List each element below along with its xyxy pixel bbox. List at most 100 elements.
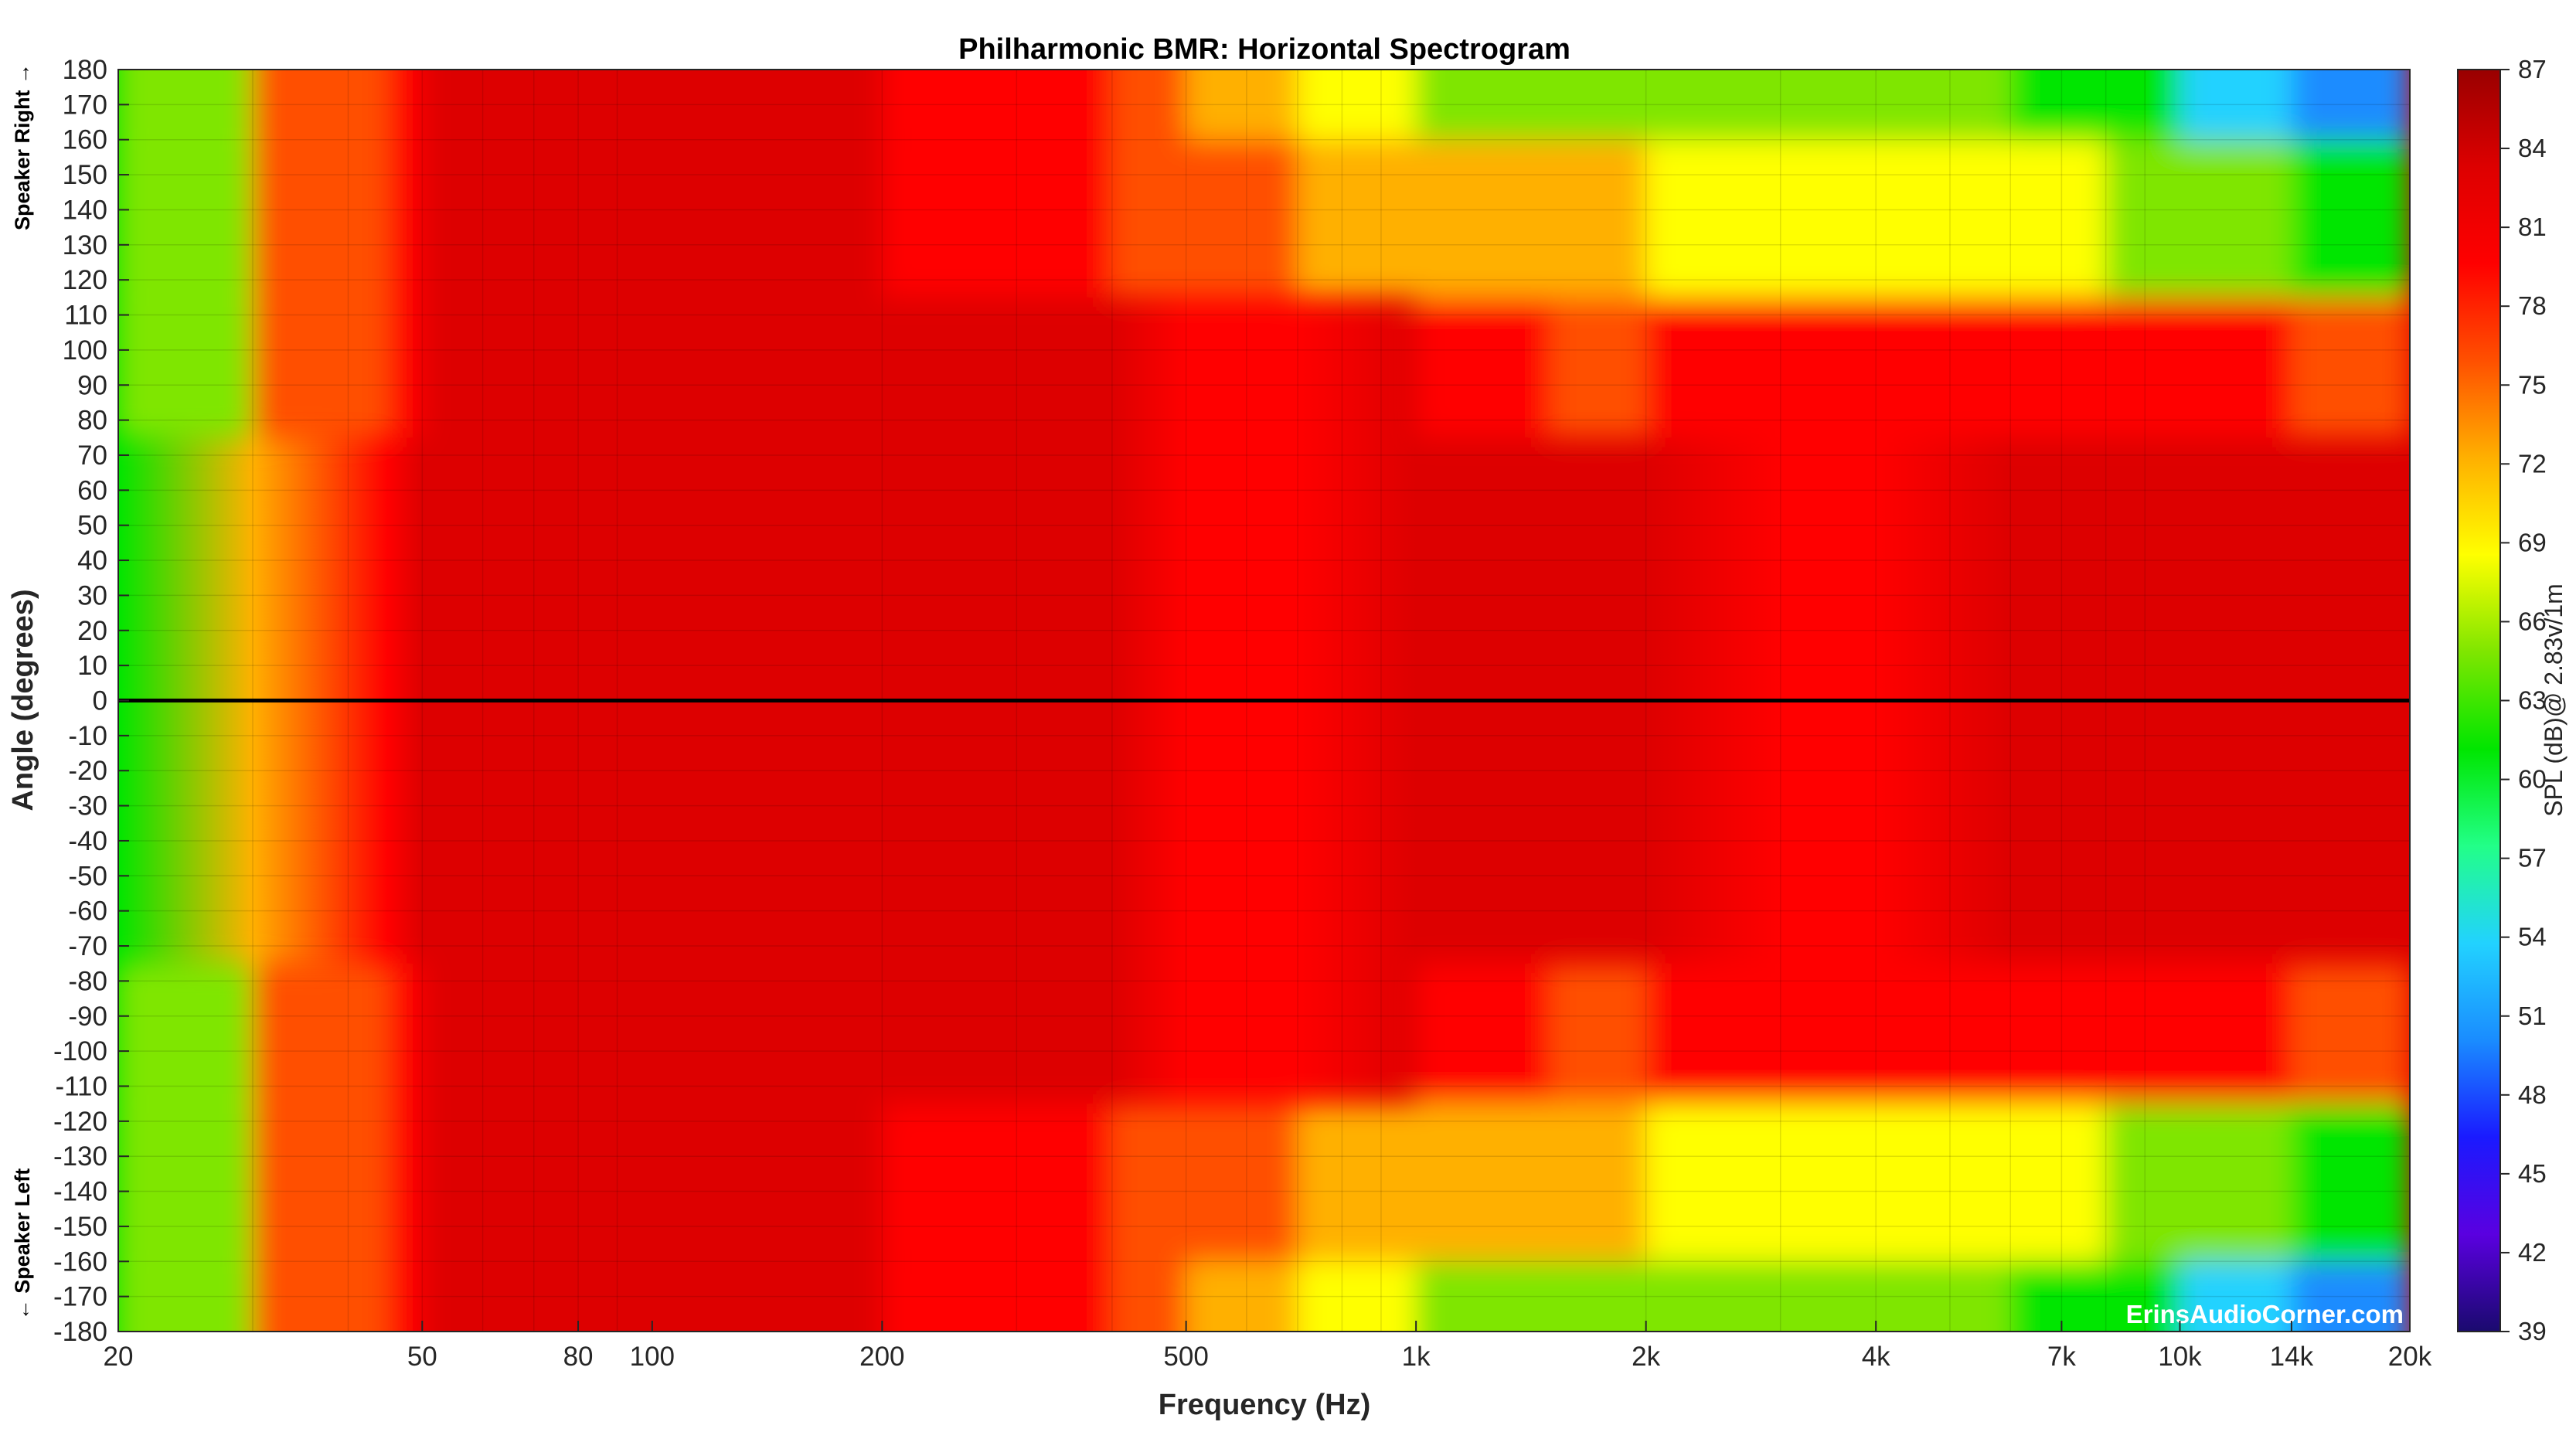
y-tick-label: -120 (53, 1107, 107, 1137)
colorbar-gradient (2457, 69, 2501, 1332)
heatmap-cell (1645, 1104, 1781, 1262)
heatmap-cell (1550, 1104, 1647, 1262)
heatmap-cell (1016, 70, 1113, 140)
colorbar-tick-label: 66 (2518, 607, 2547, 635)
colorbar-ticks: 87 84 81 78 75 72 69 66 63 60 57 54 51 48 45 42 39 (2500, 55, 2547, 1345)
heatmap-cell (1645, 297, 1781, 438)
watermark: ErinsAudioCorner.com (2126, 1300, 2404, 1328)
y-tick-label: -180 (53, 1317, 107, 1347)
y-tick-label: -160 (53, 1247, 107, 1277)
heatmap-cell (1186, 1104, 1299, 1262)
heatmap-cell (882, 70, 958, 140)
heatmap-cell (118, 1261, 254, 1332)
y-tick-label: 150 (63, 160, 107, 190)
heatmap-cell (1550, 1261, 1647, 1332)
x-tick-label: 7k (2047, 1342, 2076, 1372)
x-axis-label: Frequency (Hz) (1159, 1389, 1370, 1421)
heatmap-cell (882, 1104, 958, 1262)
heatmap-cell (2180, 139, 2292, 298)
y-tick-label: -80 (68, 966, 107, 996)
colorbar: 87 84 81 78 75 72 69 66 63 60 57 54 51 48 45 42 39 SPL (… (2457, 55, 2567, 1345)
colorbar-tick-label: 60 (2518, 765, 2547, 794)
heatmap-cell (1111, 70, 1187, 140)
heatmap-cell (1186, 70, 1299, 140)
heatmap-cell (1876, 297, 2012, 438)
y-tick-label: 180 (63, 55, 107, 85)
x-tick-label: 200 (859, 1342, 904, 1372)
heatmap-cell (2180, 1104, 2292, 1262)
colorbar-label: SPL (dB)@ 2.83v/1m (2540, 583, 2567, 817)
y-tick-label: -140 (53, 1177, 107, 1207)
heatmap-cell (253, 1104, 389, 1262)
colorbar-tick-label: 42 (2518, 1238, 2547, 1267)
heatmap-cell (2291, 963, 2410, 1104)
heatmap-cell (1645, 139, 1781, 298)
y-tick-label: -130 (53, 1141, 107, 1172)
heatmap-cell (1876, 1104, 2012, 1262)
heatmap-cell (1780, 70, 1877, 140)
x-tick-label: 20 (104, 1342, 134, 1372)
y-tick-label: 70 (77, 440, 107, 471)
y-tick-label: -110 (56, 1071, 107, 1101)
y-tick-label: 50 (77, 511, 107, 541)
y-tick-label: 130 (63, 230, 107, 260)
y-tick-label: -30 (68, 791, 107, 821)
x-tick-label: 80 (563, 1342, 594, 1372)
x-tick-label: 1k (1402, 1342, 1431, 1372)
x-tick-label: 50 (407, 1342, 437, 1372)
heatmap-cell (2291, 297, 2410, 438)
heatmap-cell (2180, 70, 2292, 140)
heatmap-cell (882, 1261, 958, 1332)
y-tick-label: 100 (63, 335, 107, 366)
heatmap-cell (253, 139, 389, 298)
y-tick-label: -60 (68, 896, 107, 927)
x-tick-label: 4k (1862, 1342, 1890, 1372)
colorbar-tick-label: 84 (2518, 134, 2547, 162)
heatmap-cell (956, 1104, 1018, 1262)
heatmap-cell (1550, 297, 1647, 438)
heatmap-cell (2291, 139, 2410, 298)
heatmap-cell (2010, 139, 2107, 298)
heatmap-cell (2291, 70, 2410, 140)
colorbar-tick-label: 54 (2518, 923, 2547, 951)
heatmap-cell (387, 1261, 424, 1332)
y-tick-label: 80 (77, 406, 107, 436)
heatmap-cell (1298, 1261, 1417, 1332)
heatmap-cell (2010, 963, 2107, 1104)
heatmap-cell (118, 297, 254, 438)
chart-title: Philharmonic BMR: Horizontal Spectrogram (958, 33, 1570, 66)
y-axis-ticks: 1801701601501401301201101009080706050403… (53, 55, 129, 1347)
heatmap-cell (1416, 963, 1552, 1104)
off-axis-regions (118, 70, 2410, 1332)
y-tick-label: -70 (68, 931, 107, 961)
colorbar-tick-label: 87 (2518, 55, 2547, 83)
colorbar-tick-label: 51 (2518, 1002, 2547, 1030)
heatmap-cell (387, 70, 424, 140)
colorbar-tick-label: 39 (2518, 1317, 2547, 1345)
heatmap-cell (387, 1104, 424, 1262)
colorbar-tick-label: 45 (2518, 1159, 2547, 1188)
heatmap-cell (2180, 963, 2292, 1104)
heatmap-cell (882, 139, 958, 298)
heatmap-cell (1780, 297, 1877, 438)
y-tick-label: -170 (53, 1282, 107, 1312)
y-tick-label: 170 (63, 90, 107, 120)
heatmap-cell (1780, 963, 1877, 1104)
colorbar-tick-label: 63 (2518, 686, 2547, 715)
heatmap-cell (253, 297, 389, 438)
x-axis-ticks: 20 50 80 100 200 500 1k 2k 4k 7k 10k 14k 20k (104, 1321, 2432, 1372)
y-tick-label: 0 (93, 686, 107, 716)
heatmap-cell (1298, 139, 1417, 298)
heatmap-cell (1111, 1104, 1187, 1262)
speaker-left-label: ← Speaker Left (11, 1168, 34, 1321)
heatmap-cell (253, 963, 389, 1104)
heatmap-cell (1416, 139, 1552, 298)
heatmap-cell (118, 70, 254, 140)
heatmap-cell (1876, 1261, 2012, 1332)
y-tick-label: 10 (77, 651, 107, 681)
heatmap-cell (1016, 139, 1113, 298)
heatmap-cell (2105, 139, 2181, 298)
plot-area: ErinsAudioCorner.com (117, 69, 2411, 1332)
y-tick-label: -150 (53, 1212, 107, 1242)
heatmap-cell (1111, 139, 1187, 298)
